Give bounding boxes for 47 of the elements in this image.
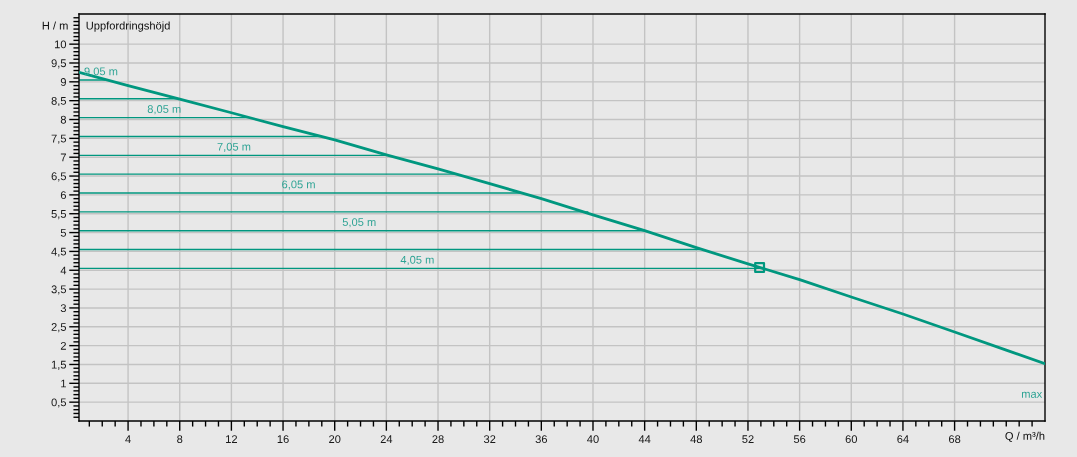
x-tick-label: 28 [432, 435, 444, 444]
y-tick-label: 1 [61, 379, 66, 388]
x-tick-label: 16 [277, 435, 289, 444]
x-tick-label: 36 [535, 435, 548, 444]
y-tick-label: 9 [60, 78, 66, 86]
x-tick-label: 24 [380, 435, 393, 443]
y-tick-label: 6,5 [51, 172, 67, 182]
y-tick-label: 4 [60, 266, 67, 275]
y-tick-label: 9,5 [51, 59, 67, 69]
y-tick-label: 2 [60, 341, 66, 350]
x-tick-label: 32 [483, 435, 496, 444]
x-tick-label: 48 [690, 435, 703, 444]
x-tick-label: 20 [329, 435, 341, 444]
x-tick-label: 60 [845, 435, 858, 444]
y-tick-label: 8,5 [51, 96, 67, 107]
y-tick-label: 2,5 [51, 323, 67, 333]
text: Uppfordringshöjd [86, 21, 170, 32]
annotation: 7,05 m [217, 142, 251, 152]
y-tick-label: 0,5 [51, 398, 67, 408]
text: max [1021, 391, 1043, 398]
y-tick-label: 5,5 [51, 210, 67, 220]
annotation: 5,05 m [342, 218, 376, 228]
y-tick-label: 7,5 [51, 134, 67, 144]
y-tick-label: 1,5 [51, 360, 67, 370]
y-tick-label: 4,5 [51, 247, 67, 257]
y-tick-label: 6 [60, 191, 67, 200]
y-tick-label: 8 [60, 115, 67, 124]
y-tick-label: 3,5 [51, 285, 67, 295]
y-tick-label: 7 [60, 153, 66, 162]
y-tick-label: 5 [60, 228, 67, 237]
x-tick-label: 40 [587, 435, 599, 444]
y-tick-label: 10 [54, 40, 67, 49]
y-axis-title: H / m [42, 21, 68, 30]
x-tick-label: 44 [638, 435, 651, 443]
y-tick-label: 3 [60, 304, 67, 313]
annotation: 6,05 m [282, 180, 315, 190]
x-tick-label: 56 [793, 435, 806, 444]
annotation: 9,05 m [84, 67, 118, 77]
x-tick-label: 52 [742, 435, 754, 444]
x-tick-label: 12 [226, 435, 238, 443]
annotation: 4,05 m [400, 255, 434, 266]
x-tick-label: 8 [177, 435, 183, 444]
annotation: 8,05 m [147, 105, 181, 115]
x-tick-label: 4 [125, 435, 131, 443]
x-axis-title: Q / m³/h [1005, 431, 1045, 442]
x-tick-label: 68 [948, 435, 961, 444]
x-tick-label: 64 [897, 435, 909, 444]
